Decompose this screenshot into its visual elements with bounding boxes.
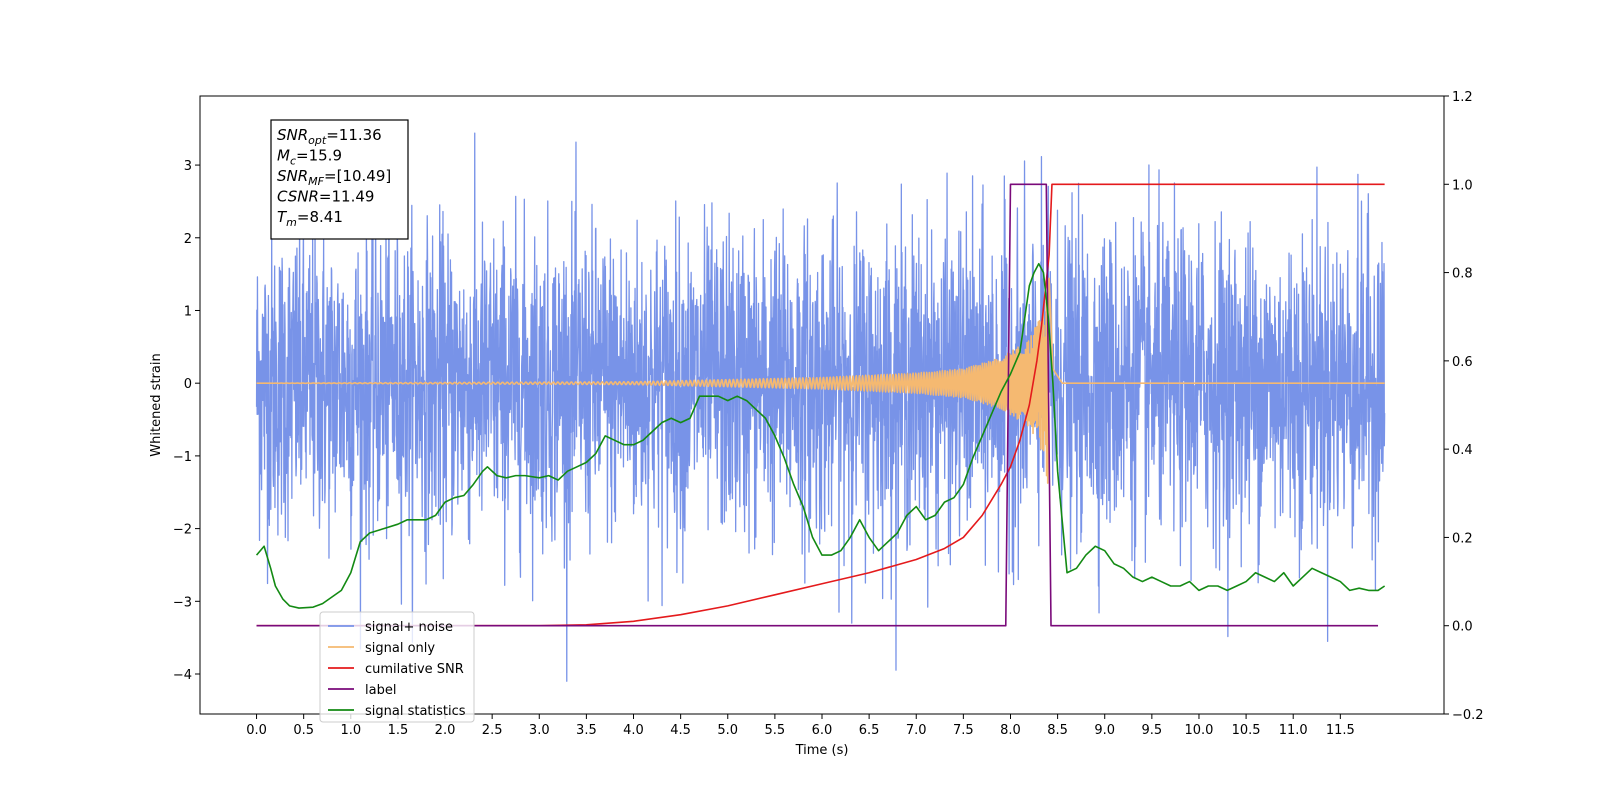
x-tick-label: 9.0 xyxy=(1094,723,1115,738)
legend-label: cumilative SNR xyxy=(365,662,464,677)
x-tick-label: 4.0 xyxy=(623,723,644,738)
series-signal-noise-line xyxy=(255,132,1386,682)
annotation-line: SNRopt=11.36 xyxy=(277,126,382,147)
x-tick-label: 6.0 xyxy=(812,723,833,738)
y-right-tick-label: 0.4 xyxy=(1452,443,1473,458)
y-axis-label: Whitened strain xyxy=(149,353,164,456)
y-right-tick-label: 0.0 xyxy=(1452,620,1473,635)
x-tick-label: 11.0 xyxy=(1279,723,1308,738)
y-left-tick-label: −3 xyxy=(173,595,192,610)
annotation-value: =11.49 xyxy=(319,188,375,206)
x-tick-label: 10.0 xyxy=(1184,723,1213,738)
annotation-box-frame xyxy=(270,119,409,240)
y-left-tick-label: −1 xyxy=(173,450,192,465)
x-tick-label: 0.5 xyxy=(293,723,314,738)
y-left-tick-label: 0 xyxy=(184,377,192,392)
x-tick-label: 10.5 xyxy=(1232,723,1261,738)
y-left-tick-label: 2 xyxy=(184,232,192,247)
annotation-line: CSNR=11.49 xyxy=(277,188,374,206)
y-left-tick-label: −2 xyxy=(173,523,192,538)
annotation-subscript: m xyxy=(286,216,297,229)
x-axis-label: Time (s) xyxy=(795,743,849,758)
annotation-line: Tm=8.41 xyxy=(277,208,343,229)
x-tick-label: 1.5 xyxy=(388,723,409,738)
annotation-symbol: SNR xyxy=(277,126,308,144)
y-right-tick-label: 0.6 xyxy=(1452,355,1473,370)
x-tick-label: 8.0 xyxy=(1000,723,1021,738)
y-right-tick-label: 0.8 xyxy=(1452,267,1473,282)
legend-label: label xyxy=(365,683,396,698)
y-right-tick-label: 1.2 xyxy=(1452,90,1473,105)
x-tick-label: 6.5 xyxy=(859,723,880,738)
x-tick-label: 1.0 xyxy=(340,723,361,738)
y-right-tick-label: 0.2 xyxy=(1452,531,1473,546)
x-tick-label: 4.5 xyxy=(670,723,691,738)
y-axis-left: −4 −3 −2 −1 0 1 2 3 xyxy=(173,159,200,683)
annotation-value: =15.9 xyxy=(296,147,342,165)
annotation-symbol: M xyxy=(277,147,290,165)
x-tick-label: 7.0 xyxy=(906,723,927,738)
annotation-value: =11.36 xyxy=(326,126,382,144)
series-layer xyxy=(255,132,1386,682)
x-tick-label: 2.5 xyxy=(482,723,503,738)
annotation-symbol: CSNR xyxy=(277,188,319,206)
annotation-line: Mc=15.9 xyxy=(277,147,342,168)
annotation-subscript: MF xyxy=(308,175,324,188)
annotation-value: =[10.49] xyxy=(324,167,391,185)
series-cumilative-snr-line xyxy=(256,183,1385,627)
x-tick-label: 5.5 xyxy=(765,723,786,738)
legend-label: signal statistics xyxy=(365,704,466,719)
annotation-symbol: T xyxy=(277,208,288,226)
x-tick-label: 8.5 xyxy=(1047,723,1068,738)
legend-label: signal+ noise xyxy=(365,620,453,635)
annotation-symbol: SNR xyxy=(277,167,308,185)
annotation-subscript: c xyxy=(290,155,296,168)
legend-label: signal only xyxy=(365,641,435,656)
annotation-value: =8.41 xyxy=(297,208,343,226)
series-signal-statistics-line xyxy=(255,262,1386,609)
y-left-tick-label: −4 xyxy=(173,668,192,683)
x-tick-label: 9.5 xyxy=(1142,723,1163,738)
x-tick-label: 5.0 xyxy=(717,723,738,738)
x-axis: 0.0 0.5 1.0 1.5 2.0 2.5 3.0 3.5 4.0 4.5 5.0 5.5 6.0 6… xyxy=(246,714,1355,738)
y-axis-right: −0.2 0.0 0.2 0.4 0.6 0.8 1.0 1.2 xyxy=(1444,90,1484,723)
series-signal-only-line xyxy=(256,277,1386,484)
y-left-tick-label: 1 xyxy=(184,304,192,319)
x-tick-label: 3.5 xyxy=(576,723,597,738)
x-tick-label: 7.5 xyxy=(953,723,974,738)
x-tick-label: 11.5 xyxy=(1326,723,1355,738)
y-right-tick-label: −0.2 xyxy=(1452,708,1484,723)
series-label-line xyxy=(256,183,1379,627)
x-tick-label: 3.0 xyxy=(529,723,550,738)
legend-frame xyxy=(319,611,475,723)
annotation-line: SNRMF=[10.49] xyxy=(277,167,391,188)
stats-annotation-box: SNRopt=11.36Mc=15.9SNRMF=[10.49]CSNR=11.… xyxy=(270,119,409,240)
x-tick-label: 0.0 xyxy=(246,723,267,738)
legend: signal+ noise signal only cumilative SNR la… xyxy=(319,611,475,723)
y-left-tick-label: 3 xyxy=(184,159,192,174)
annotation-subscript: opt xyxy=(308,134,327,147)
x-tick-label: 2.0 xyxy=(435,723,456,738)
y-right-tick-label: 1.0 xyxy=(1452,178,1473,193)
